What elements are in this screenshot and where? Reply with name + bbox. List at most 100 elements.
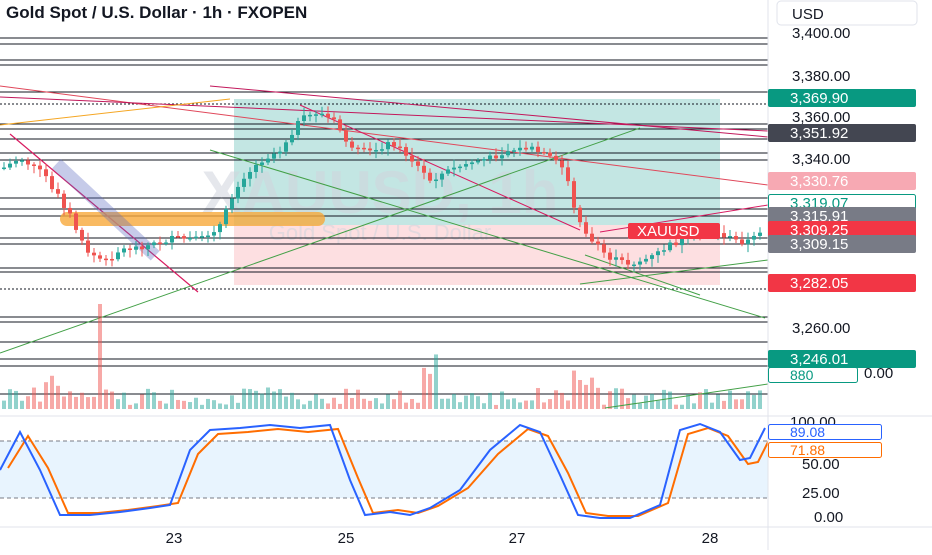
- candle-body: [554, 155, 558, 161]
- volume-bar: [428, 373, 432, 409]
- volume-bar: [176, 399, 180, 409]
- volume-bar: [338, 403, 342, 409]
- volume-bar: [398, 390, 402, 409]
- volume-bar: [140, 394, 144, 409]
- candle-body: [446, 169, 450, 174]
- volume-bar: [434, 354, 438, 409]
- candle-body: [518, 147, 522, 151]
- volume-bar: [410, 398, 414, 409]
- currency-label: USD: [792, 6, 824, 23]
- price-tick: 3,260.00: [792, 320, 850, 337]
- candle-body: [422, 165, 426, 173]
- candlestick-series[interactable]: [2, 106, 762, 272]
- candle-body: [98, 255, 102, 259]
- candle-body: [134, 246, 138, 250]
- volume-bar: [620, 388, 624, 409]
- candle-body: [566, 167, 570, 182]
- volume-bar: [8, 389, 12, 409]
- candle-body: [614, 257, 618, 260]
- volume-bar: [512, 398, 516, 409]
- candle-body: [92, 252, 96, 256]
- price-tick: 3,380.00: [792, 68, 850, 85]
- volume-bar: [320, 398, 324, 409]
- volume-bar: [386, 394, 390, 409]
- symbol-tag: XAUUSD: [628, 223, 720, 240]
- candle-body: [188, 237, 192, 240]
- volume-bar: [194, 397, 198, 409]
- candle-body: [572, 181, 576, 208]
- candle-body: [230, 198, 234, 209]
- volume-bar: [302, 404, 306, 409]
- candle-body: [272, 153, 276, 159]
- volume-bar: [152, 392, 156, 409]
- candle-body: [224, 208, 228, 225]
- time-tick: 27: [509, 530, 526, 547]
- volume-bar: [746, 391, 750, 409]
- candle-body: [86, 240, 90, 253]
- candle-body: [416, 161, 420, 166]
- candle-body: [128, 248, 132, 250]
- candle-body: [464, 164, 468, 167]
- candle-body: [20, 160, 24, 162]
- volume-bar: [488, 392, 492, 409]
- currency-button[interactable]: USD: [776, 0, 918, 26]
- candle-body: [218, 224, 222, 233]
- stochastic-pane[interactable]: [0, 422, 773, 519]
- candle-body: [470, 162, 474, 165]
- diagonal-annotation: [52, 158, 160, 261]
- candle-body: [428, 172, 432, 181]
- volume-bar: [668, 391, 672, 409]
- volume-bar: [122, 392, 126, 409]
- volume-bar: [200, 404, 204, 409]
- volume-bar: [20, 400, 24, 409]
- candle-body: [608, 252, 612, 260]
- time-tick: 25: [338, 530, 355, 547]
- candle-body: [32, 164, 36, 166]
- volume-bar: [470, 393, 474, 409]
- volume-bar: [500, 391, 504, 409]
- volume-bar: [458, 402, 462, 409]
- candle-body: [110, 258, 114, 261]
- volume-bar: [632, 394, 636, 409]
- volume-bar: [50, 375, 54, 409]
- candle-body: [146, 245, 150, 250]
- candle-body: [332, 117, 336, 120]
- price-tick: 3,400.00: [792, 25, 850, 42]
- candle-body: [308, 114, 312, 117]
- volume-bar: [392, 399, 396, 409]
- candle-body: [356, 147, 360, 150]
- volume-bar: [608, 391, 612, 409]
- time-axis[interactable]: 23 25 27 28: [166, 530, 719, 547]
- price-badges: 3,369.90 3,351.92 3,330.76 3,319.07 3,31…: [768, 89, 916, 383]
- candle-body: [674, 242, 678, 246]
- volume-bar: [716, 394, 720, 409]
- candle-body: [254, 164, 258, 172]
- price-axis[interactable]: 3,400.00 3,380.00 3,360.00 3,340.00 3,26…: [792, 25, 893, 382]
- volume-bar: [686, 394, 690, 409]
- candle-body: [458, 166, 462, 169]
- volume-bar: [284, 396, 288, 409]
- volume-bar: [128, 404, 132, 409]
- candle-body: [632, 264, 636, 267]
- stoch-k-line: [0, 422, 766, 519]
- candle-body: [500, 155, 504, 159]
- stoch-d-value: 71.88: [790, 442, 825, 458]
- candle-body: [278, 151, 282, 154]
- candle-body: [650, 255, 654, 259]
- candle-body: [236, 186, 240, 199]
- candle-body: [752, 235, 756, 240]
- badge-price: 3,315.91: [790, 208, 848, 225]
- candle-body: [338, 119, 342, 131]
- volume-bar: [98, 304, 102, 409]
- volume-bar: [164, 403, 168, 409]
- volume-bar: [278, 389, 282, 409]
- volume-bar: [560, 392, 564, 409]
- candle-body: [374, 150, 378, 152]
- volume-bar: [350, 397, 354, 409]
- volume-bar: [740, 399, 744, 409]
- candle-body: [536, 146, 540, 152]
- candle-body: [248, 171, 252, 179]
- volume-bar: [218, 403, 222, 409]
- volume-bar: [344, 388, 348, 409]
